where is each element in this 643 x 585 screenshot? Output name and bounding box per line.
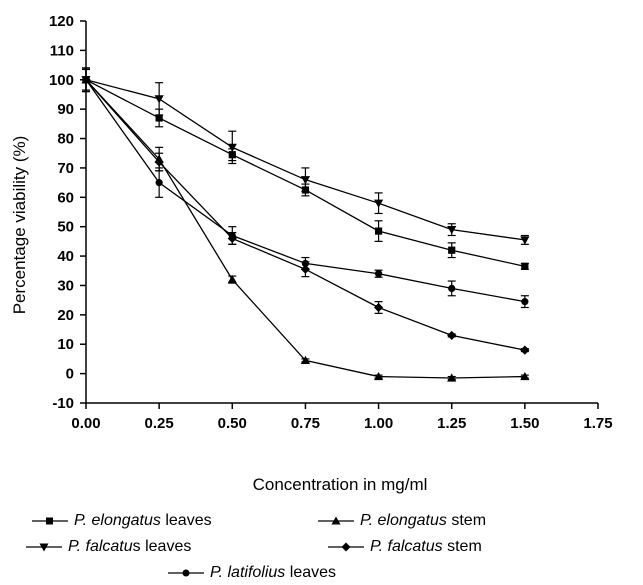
legend-marker-triangle-up: [318, 516, 354, 525]
legend-item-p-latifolius-leaves: P. latifolius leaves: [166, 562, 336, 584]
legend-marker-square: [32, 517, 68, 525]
chart-series-layer: [81, 67, 530, 382]
data-point: [373, 302, 384, 313]
data-point: [82, 76, 90, 84]
data-point: [155, 179, 163, 187]
y-tick-label: 0: [66, 366, 74, 383]
y-tick-label: 110: [50, 42, 74, 59]
legend-marker-diamond: [328, 542, 364, 552]
x-tick-label: 0.25: [145, 415, 174, 432]
legend-species: P. latifolius: [210, 564, 286, 581]
data-point: [521, 298, 529, 306]
data-point: [447, 330, 457, 341]
y-tick-label: 40: [57, 248, 74, 265]
y-tick-label: 50: [57, 219, 74, 236]
legend-item-p-falcatus-leaves: P. falcatu s leaves: [24, 536, 191, 558]
data-point: [373, 199, 384, 208]
legend-marker-triangle-down: [26, 543, 62, 552]
x-tick-label: 1.00: [364, 415, 393, 432]
x-tick-label: 0.00: [71, 415, 100, 432]
data-point: [520, 371, 530, 381]
y-tick-label: -10: [52, 395, 74, 412]
x-tick-label: 0.75: [291, 415, 320, 432]
legend-species: P. falcatu: [68, 538, 133, 555]
x-tick-label: 1.75: [583, 415, 612, 432]
x-tick-label: 0.50: [218, 415, 247, 432]
series-line: [85, 79, 525, 241]
x-tick-label: 1.25: [437, 415, 466, 432]
legend-species: P. elongatus: [360, 512, 447, 529]
data-point: [300, 355, 311, 364]
data-point: [448, 284, 456, 292]
legend-item-p-falcatus-stem: P. falcatus stem: [326, 536, 482, 558]
legend-part: leaves: [165, 512, 212, 529]
series-p-elongatus-stem: [81, 68, 530, 382]
data-point: [447, 226, 457, 235]
data-point: [520, 236, 530, 245]
legend-species: P. falcatus: [370, 538, 443, 555]
data-point: [155, 114, 163, 122]
legend-part: leaves: [145, 538, 192, 555]
y-tick-label: 60: [57, 189, 74, 206]
y-tick-label: 80: [57, 131, 74, 148]
series-line: [85, 79, 525, 351]
series-p-falcatus-leaves: [81, 67, 530, 245]
data-point: [447, 373, 457, 382]
y-tick-label: 30: [57, 277, 74, 294]
series-p-latifolius-leaves: [82, 67, 529, 309]
data-point: [374, 227, 383, 235]
y-tick-label: 70: [57, 160, 74, 177]
data-point: [521, 262, 529, 270]
legend-item-p-elongatus-leaves: P. elongatus leaves: [30, 510, 212, 532]
legend-part: stem: [447, 538, 482, 555]
data-point: [154, 95, 164, 104]
x-tick-label: 1.50: [510, 415, 539, 432]
y-axis-label: Percentage viability (%): [10, 136, 29, 315]
data-point: [154, 157, 164, 167]
legend-part: stem: [451, 512, 487, 529]
series-p-falcatus-stem: [81, 67, 530, 355]
chart-legend: P. elongatus leaves P. elongatus stem P.…: [0, 510, 643, 585]
series-line: [85, 79, 525, 379]
data-point: [448, 246, 456, 254]
y-tick-label: 120: [49, 13, 74, 30]
legend-species: P. elongatus: [74, 512, 161, 529]
y-tick-label: 10: [57, 336, 74, 353]
data-point: [301, 259, 310, 268]
y-tick-label: 20: [57, 307, 74, 324]
data-point: [520, 345, 530, 355]
legend-species-suffix: s: [132, 538, 141, 555]
legend-item-p-elongatus-stem: P. elongatus stem: [316, 510, 486, 532]
y-tick-label: 90: [57, 101, 74, 118]
data-point: [300, 176, 311, 185]
chart-axes: -10 0 10 20 30 40 50 60 70 80 90 100 110 120 0.00 0.25 0…: [49, 13, 613, 432]
data-point: [227, 274, 237, 284]
data-point: [374, 270, 383, 278]
x-axis-label: Concentration in mg/ml: [253, 475, 428, 494]
data-point: [373, 371, 384, 381]
data-point: [228, 231, 236, 240]
legend-marker-circle: [168, 569, 204, 577]
legend-part: leaves: [289, 564, 337, 581]
data-point: [227, 143, 237, 152]
y-tick-label: 100: [49, 72, 74, 89]
